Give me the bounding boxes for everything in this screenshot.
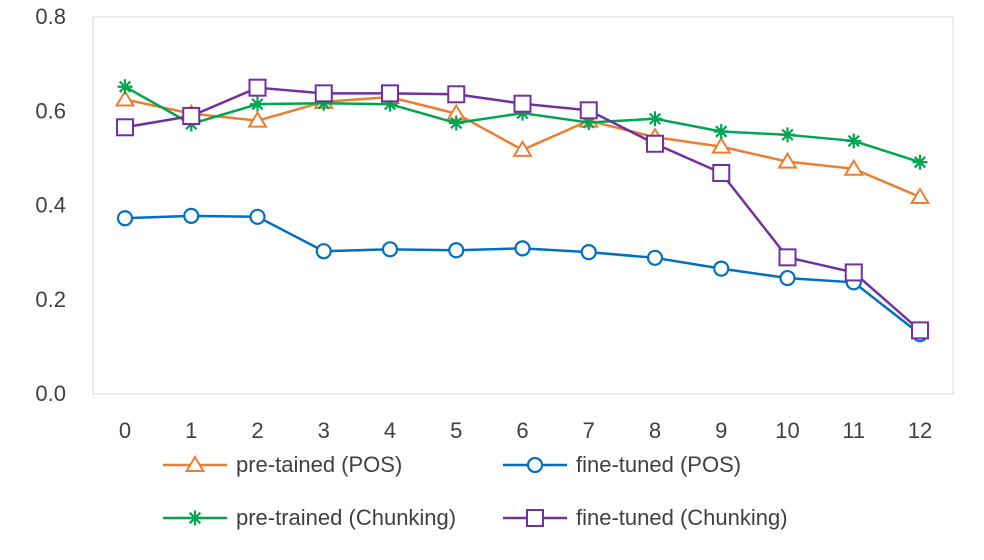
legend: pre-tained (POS) fine-tuned (POS) pre-trai… — [163, 452, 788, 530]
circle-point-marker — [381, 241, 399, 258]
circle-point-marker — [183, 207, 200, 224]
series-3 — [116, 78, 929, 340]
y-tick-label: 0.8 — [35, 4, 66, 29]
x-tick-label: 7 — [583, 418, 595, 443]
asterisk-point-marker — [382, 96, 398, 112]
plot-frame — [92, 16, 954, 395]
x-axis-ticks: 0 1 2 3 4 5 6 7 8 9 10 11 12 — [119, 418, 932, 443]
circle-point-marker — [526, 456, 544, 474]
triangle-point-marker — [909, 187, 931, 205]
square-point-marker — [182, 106, 201, 125]
x-tick-label: 4 — [384, 418, 396, 443]
triangle-point-marker — [114, 89, 136, 107]
asterisk-point-marker — [581, 115, 597, 131]
asterisk-point-marker — [647, 111, 663, 127]
y-tick-label: 0.0 — [35, 381, 66, 406]
x-tick-label: 0 — [119, 418, 131, 443]
series-1 — [116, 207, 929, 343]
legend-item: pre-trained (Chunking) — [163, 505, 456, 530]
circle-point-marker — [580, 244, 597, 261]
square-point-marker — [712, 163, 731, 182]
x-tick-label: 8 — [649, 418, 661, 443]
triangle-point-marker — [247, 110, 268, 128]
square-point-marker — [911, 321, 929, 340]
x-tick-label: 6 — [516, 418, 528, 443]
x-tick-label: 2 — [251, 418, 263, 443]
triangle-point-marker — [184, 455, 206, 472]
square-point-marker — [844, 263, 863, 282]
y-tick-label: 0.6 — [35, 98, 66, 123]
asterisk-point-marker — [117, 79, 133, 95]
square-point-marker — [447, 85, 466, 104]
asterisk-point-marker — [713, 124, 729, 140]
square-point-marker — [248, 78, 267, 97]
asterisk-point-marker — [250, 96, 265, 112]
square-point-marker — [314, 84, 333, 103]
circle-point-marker — [448, 242, 465, 259]
y-tick-label: 0.4 — [35, 193, 66, 218]
square-point-marker — [526, 509, 544, 527]
square-point-marker — [381, 84, 399, 103]
square-point-marker — [116, 118, 134, 137]
x-tick-label: 3 — [318, 418, 330, 443]
triangle-point-marker — [512, 139, 533, 157]
square-point-marker — [778, 248, 797, 267]
triangle-point-marker — [843, 158, 864, 176]
triangle-point-marker — [777, 151, 798, 169]
asterisk-point-marker — [846, 133, 862, 149]
y-axis-ticks: 0.0 0.2 0.4 0.6 0.8 — [35, 4, 66, 406]
x-tick-label: 1 — [185, 418, 197, 443]
circle-point-marker — [713, 260, 730, 277]
asterisk-point-marker — [912, 154, 928, 170]
x-tick-label: 11 — [842, 418, 865, 443]
x-tick-label: 10 — [775, 418, 799, 443]
x-tick-label: 9 — [715, 418, 727, 443]
y-tick-label: 0.2 — [35, 287, 66, 312]
asterisk-point-marker — [448, 115, 464, 131]
triangle-point-marker — [711, 136, 732, 154]
legend-label: fine-tuned (Chunking) — [576, 505, 788, 530]
x-tick-label: 5 — [450, 418, 462, 443]
legend-label: pre-tained (POS) — [236, 452, 402, 477]
x-tick-label: 12 — [908, 418, 932, 443]
circle-point-marker — [116, 210, 134, 227]
legend-label: fine-tuned (POS) — [576, 452, 741, 477]
circle-point-marker — [315, 243, 332, 260]
series-layer — [114, 78, 931, 343]
legend-item: fine-tuned (Chunking) — [503, 505, 788, 530]
circle-point-marker — [514, 240, 531, 257]
legend-item: pre-tained (POS) — [163, 452, 402, 477]
circle-point-marker — [646, 249, 664, 266]
square-point-marker — [579, 101, 598, 120]
legend-label: pre-trained (Chunking) — [236, 505, 456, 530]
asterisk-point-marker — [187, 510, 203, 526]
circle-point-marker — [779, 269, 796, 287]
circle-point-marker — [249, 208, 266, 225]
legend-item: fine-tuned (POS) — [503, 452, 741, 477]
asterisk-point-marker — [316, 95, 332, 111]
square-point-marker — [646, 134, 664, 153]
square-point-marker — [513, 94, 532, 113]
asterisk-point-marker — [780, 127, 795, 143]
asterisk-point-marker — [515, 105, 530, 121]
